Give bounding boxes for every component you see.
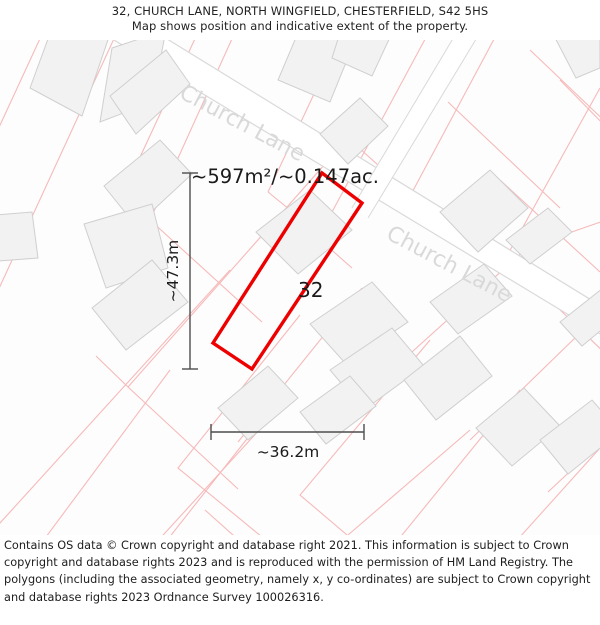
map-svg: Church Lane Church Lane 32 ~597m²/~0.147… [0, 40, 600, 535]
building [539, 399, 600, 475]
map-canvas[interactable]: Church Lane Church Lane 32 ~597m²/~0.147… [0, 40, 600, 535]
page-title: 32, CHURCH LANE, NORTH WINGFIELD, CHESTE… [111, 4, 489, 18]
road-branch-edge-east [367, 40, 477, 219]
building [331, 40, 390, 77]
building [559, 289, 600, 347]
copyright-text: Contains OS data © Crown copyright and d… [4, 539, 591, 604]
building [255, 189, 353, 275]
building [505, 207, 573, 265]
road-branch-fill [352, 40, 476, 218]
area-label: ~597m²/~0.147ac. [191, 165, 379, 188]
building [91, 259, 189, 351]
page-subtitle: Map shows position and indicative extent… [131, 19, 469, 33]
building [309, 281, 409, 365]
building [555, 40, 600, 79]
copyright-footer: Contains OS data © Crown copyright and d… [0, 537, 600, 606]
property-extent-polygon[interactable] [210, 170, 365, 372]
road-church-lane [112, 40, 600, 335]
building [403, 335, 493, 421]
plot-number-label: 32 [298, 278, 323, 302]
building [299, 375, 377, 445]
dimension-horizontal [210, 424, 365, 440]
building-footprints [0, 40, 600, 475]
dimension-height-label: ~47.3m [164, 240, 182, 303]
page-header: 32, CHURCH LANE, NORTH WINGFIELD, CHESTE… [0, 0, 600, 40]
road-branch-edge-west [351, 40, 453, 209]
building [429, 263, 513, 335]
building [217, 365, 299, 441]
building [109, 49, 191, 135]
building [439, 169, 529, 253]
building [29, 40, 109, 117]
building [319, 97, 389, 165]
dimension-vertical [182, 172, 198, 370]
dimension-width-label: ~36.2m [257, 443, 320, 461]
building [0, 211, 39, 262]
